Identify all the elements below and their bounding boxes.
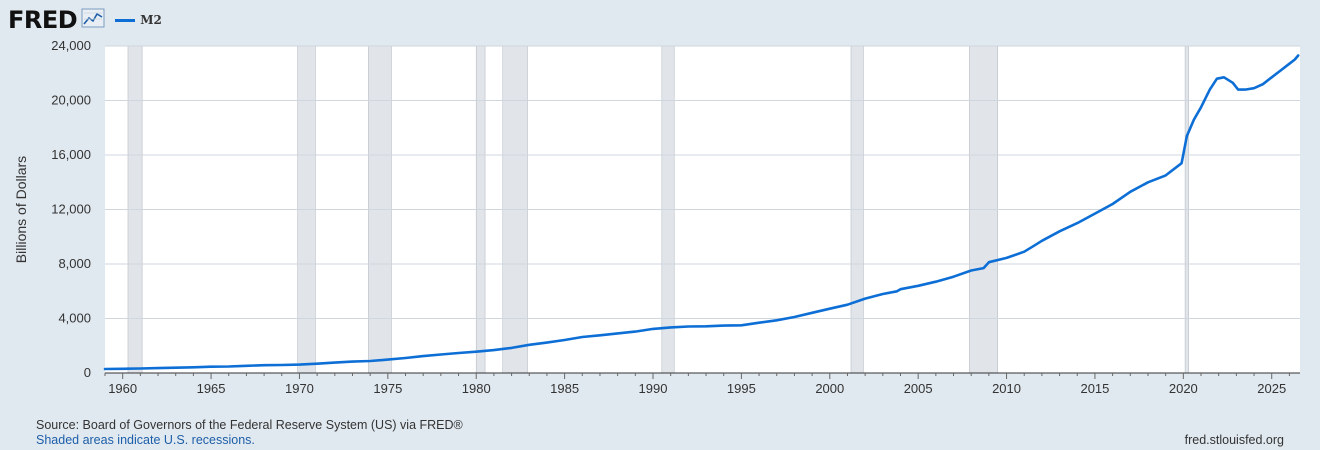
series-lines bbox=[103, 54, 1300, 371]
chart-legend[interactable]: M2 bbox=[115, 13, 162, 27]
x-tick-label: 1990 bbox=[639, 381, 668, 396]
legend-swatch-m2 bbox=[115, 18, 136, 22]
y-axis: 0 4,000 8,000 12,000 16,000 20,000 24,000 bbox=[51, 38, 91, 380]
x-tick-label: 1975 bbox=[373, 381, 402, 396]
x-tick-label: 2025 bbox=[1257, 381, 1286, 396]
legend-label-m2: M2 bbox=[140, 13, 162, 27]
x-tick-label: 1960 bbox=[108, 381, 137, 396]
x-tick-label: 2005 bbox=[904, 381, 933, 396]
x-tick-label: 2010 bbox=[992, 381, 1021, 396]
site-url[interactable]: fred.stlouisfed.org bbox=[1184, 433, 1284, 447]
x-axis: 1960 1965 1970 1975 1980 1985 1990 1995 2000 2005… bbox=[104, 372, 1300, 396]
x-tick-label: 1985 bbox=[550, 381, 579, 396]
x-tick-label: 1980 bbox=[462, 381, 491, 396]
y-tick-label: 16,000 bbox=[51, 147, 91, 162]
recession-note[interactable]: Shaded areas indicate U.S. recessions. bbox=[36, 433, 255, 447]
footer-source: Source: Board of Governors of the Federa… bbox=[36, 418, 463, 448]
x-tick-label: 2000 bbox=[815, 381, 844, 396]
x-tick-label: 1970 bbox=[285, 381, 314, 396]
x-tick-label: 1995 bbox=[727, 381, 756, 396]
series-line-m2[interactable] bbox=[103, 54, 1300, 371]
chart-header: FRED M2 bbox=[8, 6, 162, 34]
y-tick-label: 4,000 bbox=[58, 311, 91, 326]
x-tick-label: 2020 bbox=[1169, 381, 1198, 396]
y-tick-label: 12,000 bbox=[51, 202, 91, 217]
trend-chart-icon bbox=[81, 8, 105, 33]
y-tick-label: 24,000 bbox=[51, 38, 91, 53]
source-text: Source: Board of Governors of the Federa… bbox=[36, 418, 463, 432]
y-tick-label: 20,000 bbox=[51, 93, 91, 108]
x-tick-label: 1965 bbox=[197, 381, 226, 396]
x-tick-label: 2015 bbox=[1080, 381, 1109, 396]
y-axis-title: Billions of Dollars bbox=[13, 156, 29, 263]
y-tick-label: 8,000 bbox=[58, 256, 91, 271]
fred-logo[interactable]: FRED bbox=[8, 6, 78, 34]
y-tick-label: 0 bbox=[84, 365, 91, 380]
